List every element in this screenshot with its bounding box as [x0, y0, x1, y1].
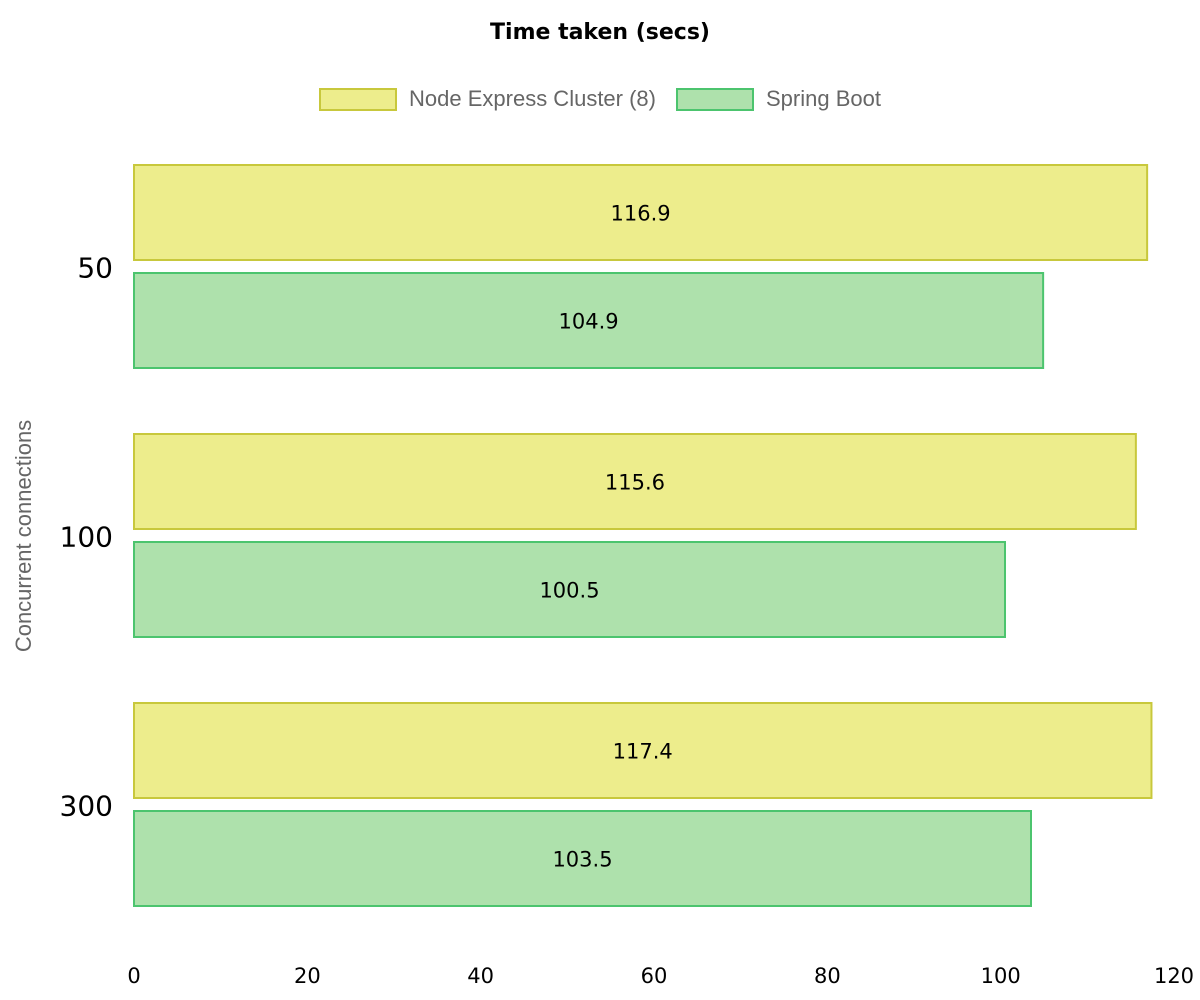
- x-tick-label-20: 20: [294, 964, 321, 988]
- x-tick-label-100: 100: [981, 964, 1021, 988]
- legend-label-spring: Spring Boot: [766, 86, 881, 111]
- legend: Node Express Cluster (8) Spring Boot: [0, 86, 1200, 112]
- data-label-node-100: 115.6: [605, 471, 665, 495]
- legend-item-node[interactable]: Node Express Cluster (8): [319, 86, 656, 112]
- data-label-spring-300: 103.5: [552, 848, 612, 872]
- bar-node-300: [133, 702, 1153, 799]
- y-axis-title: Concurrent connections: [11, 420, 36, 652]
- data-label-node-300: 117.4: [613, 740, 673, 764]
- bar-spring-300: [133, 810, 1032, 907]
- y-tick-label-100: 100: [60, 521, 113, 554]
- x-tick-label-80: 80: [814, 964, 841, 988]
- bar-spring-50: [133, 272, 1045, 369]
- x-tick-label-60: 60: [641, 964, 668, 988]
- y-tick-label-50: 50: [77, 252, 113, 285]
- legend-label-node: Node Express Cluster (8): [409, 86, 656, 111]
- bar-node-50: [133, 164, 1149, 261]
- legend-swatch-node: [319, 87, 398, 111]
- bar-node-100: [133, 433, 1137, 530]
- x-tick-label-40: 40: [467, 964, 494, 988]
- legend-swatch-spring: [676, 87, 754, 111]
- y-tick-label-300: 300: [60, 790, 113, 823]
- legend-item-spring[interactable]: Spring Boot: [676, 86, 881, 112]
- bar-spring-100: [133, 541, 1006, 638]
- chart-title: Time taken (secs): [490, 20, 710, 45]
- x-tick-label-0: 0: [127, 964, 140, 988]
- data-label-spring-100: 100.5: [539, 579, 599, 603]
- data-label-node-50: 116.9: [611, 202, 671, 226]
- x-tick-label-120: 120: [1154, 964, 1194, 988]
- data-label-spring-50: 104.9: [559, 310, 619, 334]
